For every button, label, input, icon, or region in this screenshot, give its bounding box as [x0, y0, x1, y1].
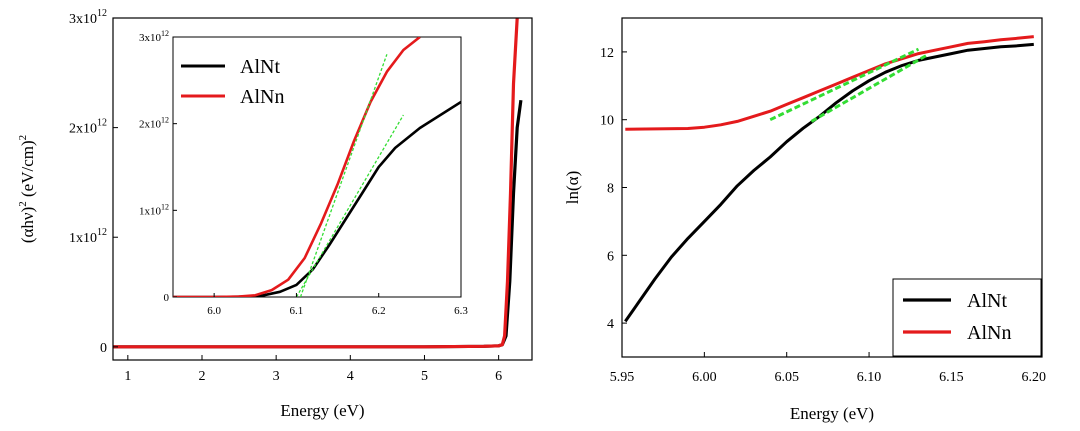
fit-line-alnn-fit: [769, 47, 920, 122]
y-tick-label: 2x1012: [139, 116, 169, 131]
y-axis-label: ln(α): [563, 171, 582, 204]
x-tick-label: 5.95: [610, 370, 635, 385]
right-chart: 5.95 6.00 6.05 6.10 6.15 6.20 4 6 8 10 12 Energy (e…: [563, 17, 1047, 423]
y-tick-exponent: 12: [161, 29, 169, 38]
inset-x-tick-label: 6.0: [207, 305, 221, 317]
y-tick-base: 0: [164, 292, 170, 304]
x-tick-label: 4: [347, 369, 354, 384]
y-axis-label-unit: (eV/cm): [18, 140, 37, 201]
y-tick-label: 3x1012: [69, 8, 107, 27]
y-tick-exponent: 12: [161, 116, 169, 125]
y-axis-label-sup: 2: [17, 201, 29, 207]
x-tick-label: 6.10: [857, 370, 882, 385]
y-tick-label: 2x1012: [69, 118, 107, 137]
y-tick-label: 0: [100, 341, 107, 356]
x-tick-label: 6: [495, 369, 502, 384]
legend-label-alnt: AlNt: [240, 56, 280, 78]
y-tick-base: 3x10: [69, 12, 97, 27]
y-tick-base: 2x10: [69, 122, 97, 137]
series-line-alnt: [624, 42, 1034, 323]
y-tick-label: 10: [600, 114, 614, 129]
legend-label-alnn: AlNn: [967, 322, 1011, 344]
y-tick-label: 0: [164, 292, 170, 304]
y-axis-label-unit-sup: 2: [17, 135, 29, 141]
y-tick-base: 1x10: [69, 231, 97, 246]
x-tick-label: 6.05: [774, 370, 799, 385]
inset-plot-area: [173, 37, 461, 297]
x-tick-label: 2: [198, 369, 205, 384]
y-tick-exponent: 12: [97, 227, 107, 238]
x-tick-label: 6.00: [692, 370, 717, 385]
left-plot-frame: [112, 17, 533, 361]
x-tick-label: 6.15: [939, 370, 964, 385]
legend-label-alnn: AlNn: [240, 86, 284, 108]
x-tick-label: 5: [421, 369, 428, 384]
y-axis-label-base: (αhν): [18, 207, 37, 243]
fit-line-alnt-fit: [810, 53, 928, 123]
y-tick-exponent: 12: [161, 202, 169, 211]
x-axis-label: Energy (eV): [790, 404, 874, 423]
y-tick-label: 4: [607, 317, 614, 332]
y-tick-label: 1x1012: [69, 227, 107, 246]
inset-series-line-alnn: [173, 37, 421, 297]
y-tick-label: 8: [607, 182, 614, 197]
x-tick-label: 6.20: [1022, 370, 1047, 385]
y-tick-base: 2x10: [139, 119, 162, 131]
legend-box: [892, 278, 1042, 357]
y-axis-label: (αhν)2 (eV/cm)2: [17, 135, 37, 243]
y-tick-exponent: 12: [97, 8, 107, 19]
inset-legend: AlNt AlNn: [181, 56, 284, 108]
x-tick-label: 1: [124, 369, 131, 384]
x-axis-label: Energy (eV): [280, 401, 364, 420]
y-tick-exponent: 12: [97, 118, 107, 129]
y-tick-label: 1x1012: [139, 202, 169, 217]
inset-x-tick-label: 6.1: [290, 305, 304, 317]
y-tick-base: 1x10: [139, 205, 162, 217]
y-tick-base: 3x10: [139, 32, 162, 44]
x-tick-label: 3: [273, 369, 280, 384]
legend-label-alnt: AlNt: [967, 290, 1007, 312]
inset-fit-line-alnt-fit: [295, 114, 404, 297]
inset-plot-frame: [172, 36, 462, 298]
y-tick-base: 0: [100, 341, 107, 356]
inset-x-tick-label: 6.3: [454, 305, 468, 317]
right-legend: AlNt AlNn: [892, 278, 1042, 357]
inset-fit-line-alnn-fit: [299, 54, 388, 297]
inset-x-tick-label: 6.2: [372, 305, 386, 317]
y-tick-label: 3x1012: [139, 29, 169, 44]
y-tick-label: 12: [600, 46, 614, 61]
series-line-alnn: [113, 17, 519, 349]
y-tick-label: 6: [607, 249, 614, 264]
series-line-alnn: [625, 35, 1034, 131]
